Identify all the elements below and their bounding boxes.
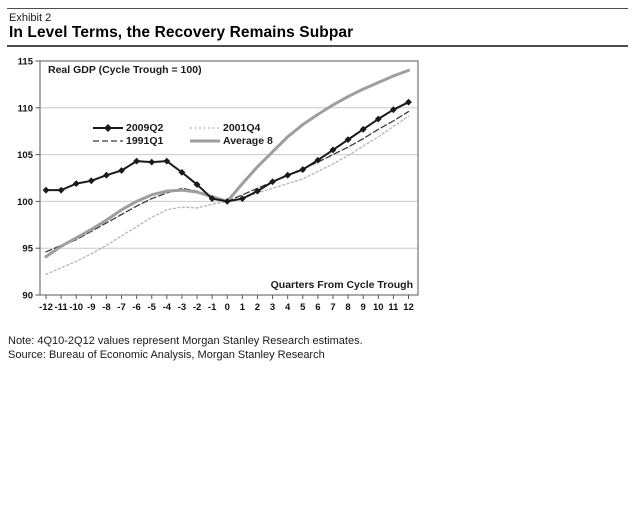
svg-text:-8: -8: [102, 302, 110, 313]
svg-text:-4: -4: [163, 302, 172, 313]
svg-text:1: 1: [240, 302, 246, 313]
thick-gray-line-icon: [190, 139, 220, 142]
legend-item-1991q1: 1991Q1: [92, 134, 189, 147]
svg-text:7: 7: [330, 302, 335, 313]
svg-text:-10: -10: [69, 302, 83, 313]
svg-text:95: 95: [22, 244, 33, 255]
svg-text:100: 100: [17, 197, 33, 208]
svg-text:10: 10: [373, 302, 384, 313]
svg-text:2: 2: [255, 302, 260, 313]
svg-text:5: 5: [300, 302, 306, 313]
chart-inner-title: Real GDP (Cycle Trough = 100): [48, 64, 202, 76]
svg-text:-7: -7: [117, 302, 125, 313]
svg-text:-1: -1: [208, 302, 217, 313]
exhibit-label: Exhibit 2: [9, 12, 52, 24]
svg-text:0: 0: [225, 302, 230, 313]
svg-text:110: 110: [18, 103, 33, 114]
chart-legend: 2009Q2 2001Q4 1991Q1 Average 8: [92, 121, 273, 147]
legend-label: 2001Q4: [223, 121, 261, 134]
solid-diamond-line-icon: [93, 123, 123, 132]
page-title: In Level Terms, the Recovery Remains Sub…: [9, 24, 354, 41]
svg-text:4: 4: [285, 302, 291, 313]
svg-text:12: 12: [403, 302, 414, 313]
top-divider: [7, 8, 628, 9]
svg-text:-11: -11: [54, 302, 68, 313]
svg-text:9: 9: [361, 302, 366, 313]
title-divider: [7, 45, 628, 47]
svg-text:3: 3: [270, 302, 275, 313]
svg-text:90: 90: [22, 291, 33, 302]
legend-item-2009q2: 2009Q2: [92, 121, 189, 134]
legend-item-average8: Average 8: [189, 134, 273, 147]
x-axis-label: Quarters From Cycle Trough: [270, 279, 413, 291]
gdp-chart: 90 95 100 105 110 115 -12 -11 -10 -9 -8 -7 -6 -5 -4 -3-…: [0, 55, 450, 330]
legend-item-2001q4: 2001Q4: [189, 121, 273, 134]
svg-text:-3: -3: [178, 302, 186, 313]
svg-text:6: 6: [315, 302, 320, 313]
source-text: Source: Bureau of Economic Analysis, Mor…: [8, 349, 325, 361]
legend-label: 2009Q2: [126, 121, 164, 134]
svg-text:105: 105: [17, 150, 34, 161]
legend-label: 1991Q1: [126, 134, 164, 147]
legend-label: Average 8: [223, 134, 273, 147]
svg-text:-2: -2: [193, 302, 201, 313]
svg-text:-12: -12: [39, 302, 53, 313]
svg-text:115: 115: [18, 57, 34, 68]
svg-text:8: 8: [345, 302, 350, 313]
svg-text:11: 11: [388, 302, 399, 313]
svg-text:-6: -6: [132, 302, 140, 313]
dotted-line-icon: [190, 126, 220, 129]
svg-text:-9: -9: [87, 302, 95, 313]
svg-text:-5: -5: [148, 302, 157, 313]
dashed-line-icon: [93, 139, 123, 142]
chart-footnotes: Note: 4Q10-2Q12 values represent Morgan …: [8, 334, 363, 362]
note-text: Note: 4Q10-2Q12 values represent Morgan …: [8, 335, 363, 347]
